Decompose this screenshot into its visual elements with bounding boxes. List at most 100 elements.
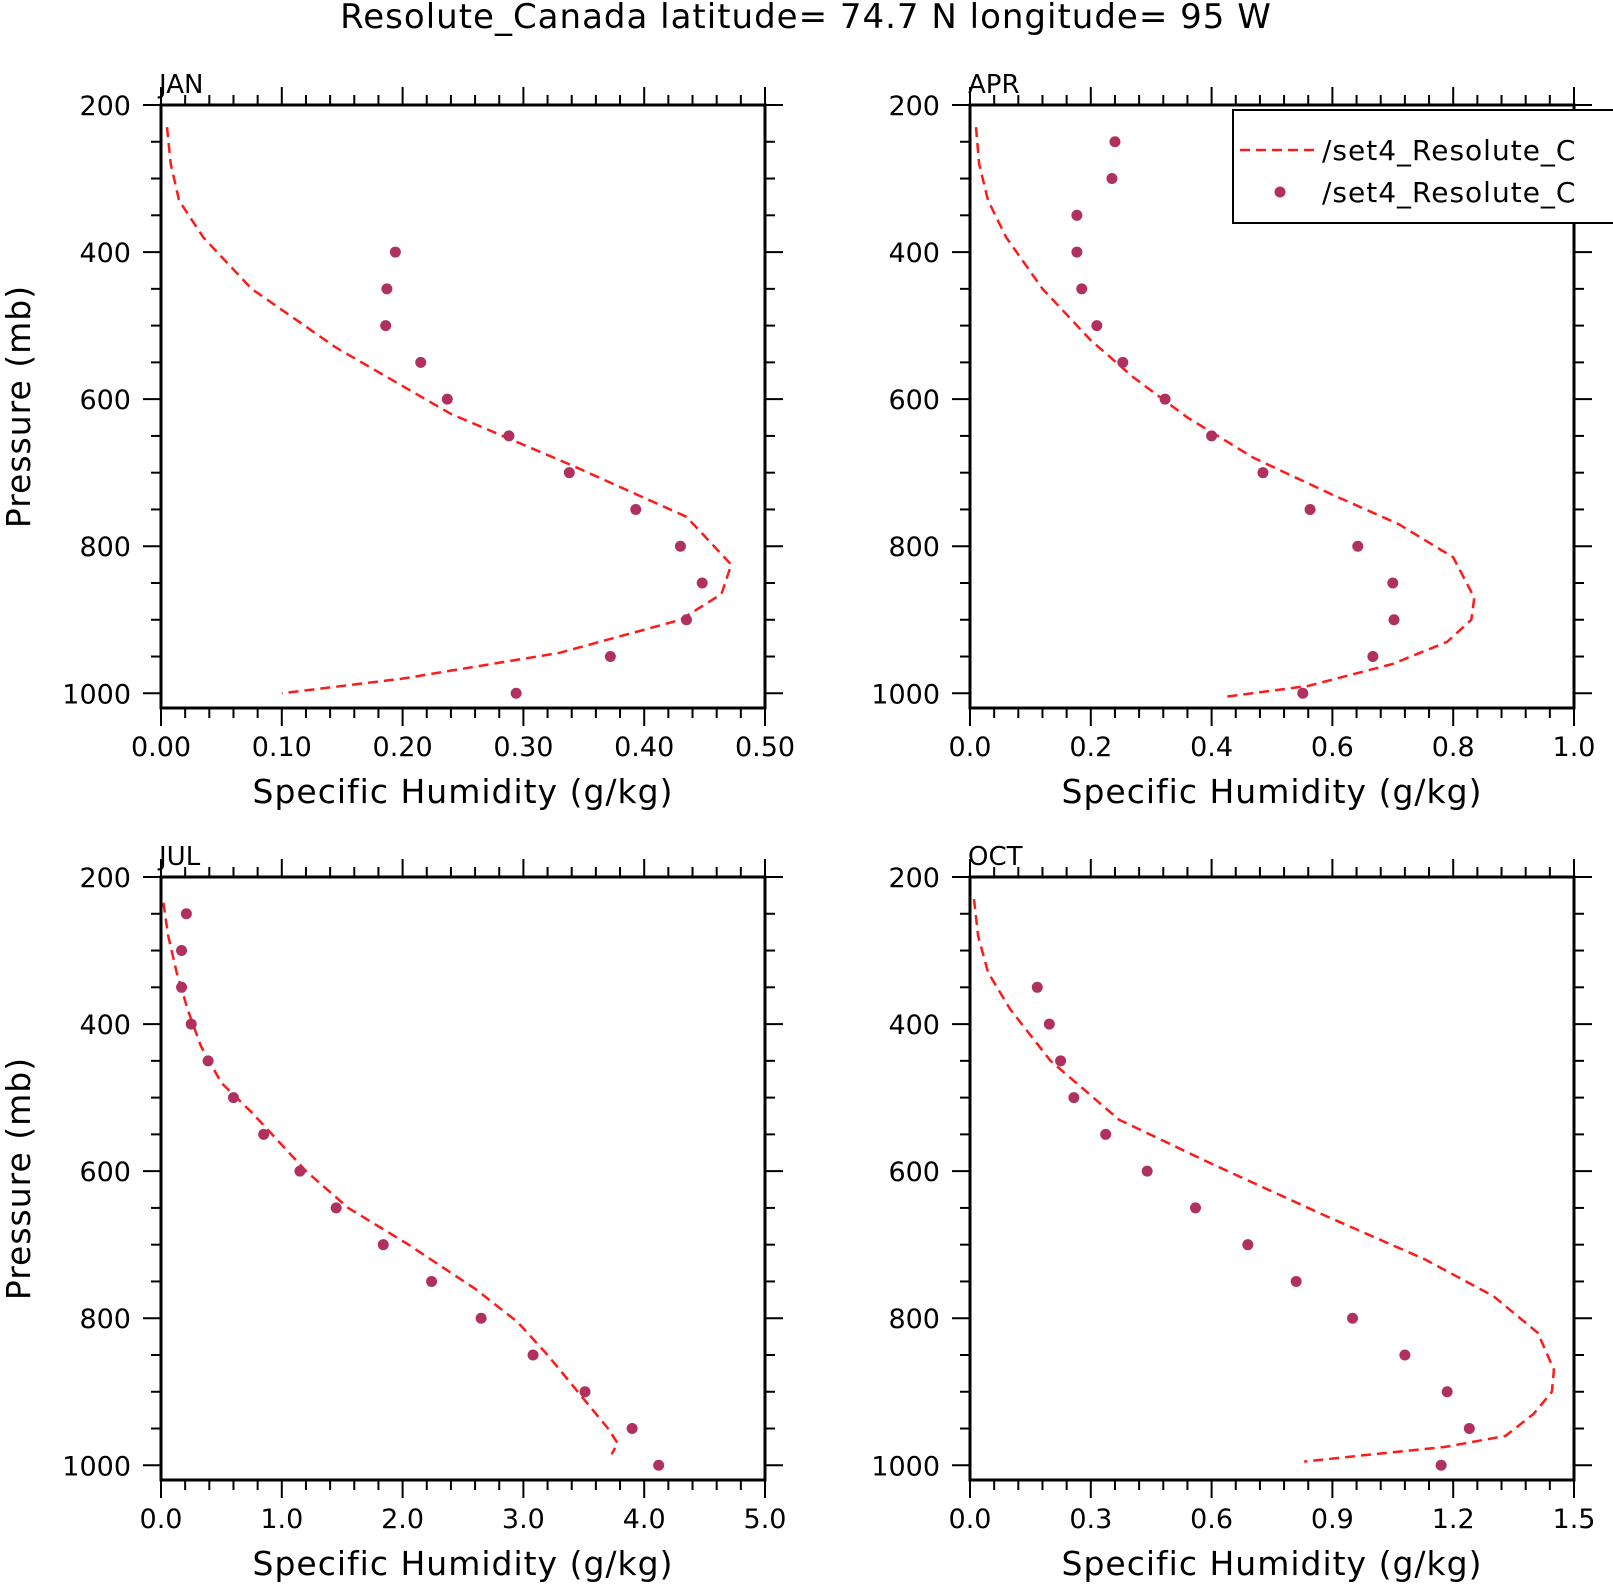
obs-point [1117,356,1129,368]
plot-frame [159,875,767,1482]
y-axis-label: Pressure (mb) [0,1057,38,1300]
x-tick-label: 0.8 [1432,732,1475,763]
obs-point [579,1386,591,1398]
obs-point [1100,1128,1112,1140]
x-tick-label: 0.0 [949,732,992,763]
obs-point [1055,1055,1067,1067]
obs-point [1043,1018,1055,1030]
obs-point [176,945,188,957]
obs-point [441,393,453,405]
legend: /set4_Resolute_C/set4_Resolute_C [1232,109,1613,224]
obs-point [1463,1423,1475,1435]
y-tick-label: 200 [888,91,940,122]
y-tick-label: 800 [79,532,131,563]
y-tick-label: 800 [888,1304,940,1335]
y-tick-label: 400 [888,1010,940,1041]
y-tick-label: 600 [888,1157,940,1188]
x-tick-label: 1.5 [1553,1504,1596,1535]
obs-point [1189,1202,1201,1214]
obs-point [389,246,401,258]
obs-point [1068,1092,1080,1104]
obs-point [604,651,616,663]
obs-point [1441,1386,1453,1398]
obs-point [1347,1312,1359,1324]
obs-point [1242,1239,1254,1251]
obs-point [527,1349,539,1361]
obs-point [185,1018,197,1030]
x-axis-label: Specific Humidity (g/kg) [1062,1544,1483,1583]
x-axis-label: Specific Humidity (g/kg) [1062,772,1483,811]
obs-point [1257,467,1269,479]
y-axis-label: Pressure (mb) [0,285,38,528]
x-tick-label: 5.0 [744,1504,787,1535]
legend-box [1232,109,1613,224]
y-tick-label: 600 [79,385,131,416]
y-tick-label: 400 [79,1010,131,1041]
plot-frame [159,103,767,710]
obs-point [202,1055,214,1067]
x-tick-label: 3.0 [502,1504,545,1535]
legend-label-model: /set4_Resolute_C [1322,134,1576,167]
x-tick-label: 4.0 [623,1504,666,1535]
obs-point [1387,577,1399,589]
y-tick-label: 400 [79,238,131,269]
y-tick-label: 200 [79,91,131,122]
model-profile-line [162,902,620,1455]
obs-point [475,1312,487,1324]
obs-point [258,1128,270,1140]
y-tick-label: 600 [888,385,940,416]
x-tick-label: 0.50 [735,732,795,763]
x-tick-label: 1.0 [1553,732,1596,763]
figure-title: Resolute_Canada latitude= 74.7 N longitu… [340,0,1272,37]
obs-point [630,503,642,515]
x-tick-label: 0.20 [373,732,433,763]
obs-point [696,577,708,589]
obs-point [563,467,575,479]
y-tick-label: 600 [79,1157,131,1188]
obs-point [1367,651,1379,663]
y-tick-label: 1000 [62,1451,131,1482]
obs-point [1031,981,1043,993]
obs-point [330,1202,342,1214]
panels: JAN 200 400 600 800 1000 0.00 0.10 0.20 0.30 0.40 0… [0,70,1595,1583]
legend-dot-swatch [1274,186,1286,198]
y-tick-label: 1000 [871,1451,940,1482]
x-tick-label: 0.00 [131,732,191,763]
plot-frame [968,875,1576,1482]
obs-point [380,320,392,332]
y-tick-label: 400 [888,238,940,269]
x-tick-label: 1.0 [260,1504,303,1535]
obs-point [1352,540,1364,552]
x-axis-label: Specific Humidity (g/kg) [253,772,674,811]
panel-label: OCT [968,842,1023,872]
model-profile-line [165,126,733,695]
panel-jul: JUL 200 400 600 800 1000 0.0 1.0 2.0 3.0 4.0 5.0 Spe… [0,842,786,1583]
y-tick-label: 200 [79,863,131,894]
x-tick-label: 0.0 [949,1504,992,1535]
obs-point [1071,246,1083,258]
obs-point [1071,209,1083,221]
obs-point [1297,687,1309,699]
x-tick-label: 0.40 [614,732,674,763]
y-tick-label: 1000 [871,679,940,710]
x-axis-label: Specific Humidity (g/kg) [253,1544,674,1583]
x-tick-label: 0.6 [1311,732,1354,763]
obs-point [1399,1349,1411,1361]
plot-frame [968,103,1576,710]
obs-point [1091,320,1103,332]
model-profile-line [972,898,1556,1463]
obs-point [503,430,515,442]
obs-point [377,1239,389,1251]
y-tick-label: 800 [79,1304,131,1335]
x-tick-label: 0.30 [493,732,553,763]
obs-point [1159,393,1171,405]
x-tick-label: 0.10 [252,732,312,763]
obs-point [381,283,393,295]
panel-label: JAN [157,70,203,100]
model-profile-line [974,126,1476,699]
obs-point [653,1459,665,1471]
obs-point [415,356,427,368]
